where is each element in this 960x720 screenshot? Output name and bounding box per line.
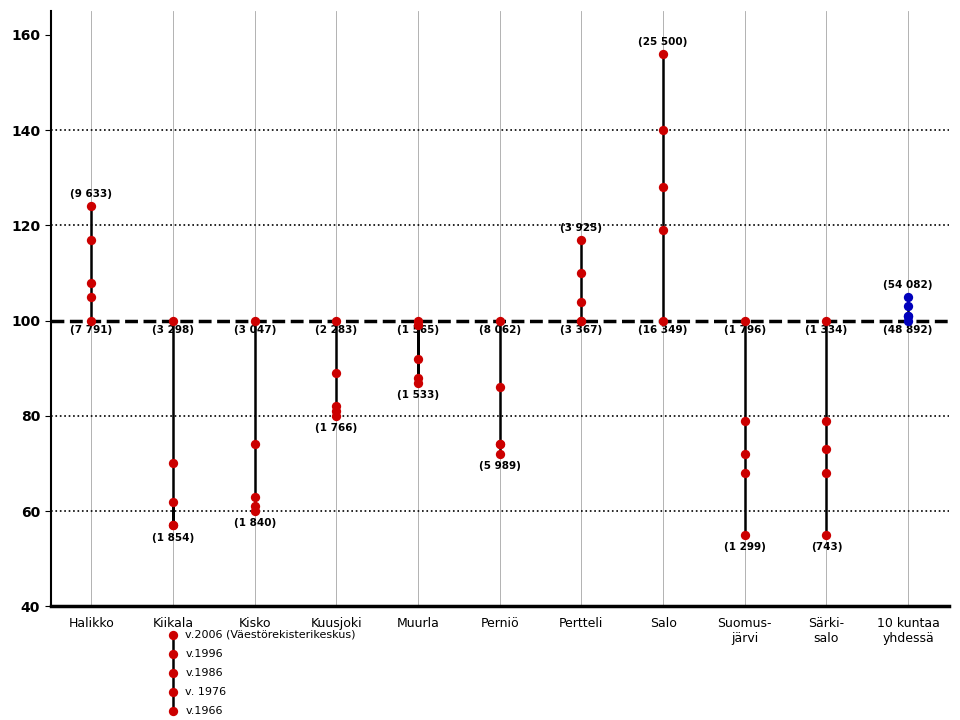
Point xyxy=(737,315,753,326)
Point xyxy=(819,444,834,455)
Point xyxy=(737,448,753,459)
Point xyxy=(574,267,589,279)
Text: (2 283): (2 283) xyxy=(316,325,357,336)
Text: (7 791): (7 791) xyxy=(70,325,112,336)
Point xyxy=(411,320,426,331)
Text: (1 854): (1 854) xyxy=(152,533,194,542)
Text: (1 796): (1 796) xyxy=(724,325,766,336)
Point xyxy=(900,310,916,322)
Point xyxy=(328,367,344,379)
Point xyxy=(411,315,426,326)
Point xyxy=(737,415,753,426)
Point xyxy=(492,438,508,450)
Point xyxy=(492,438,508,450)
Point xyxy=(574,315,589,326)
Point xyxy=(165,520,180,531)
Point xyxy=(656,225,671,236)
Text: (54 082): (54 082) xyxy=(883,279,933,289)
Point xyxy=(492,382,508,393)
Point xyxy=(411,377,426,388)
Point xyxy=(165,520,180,531)
Point xyxy=(819,467,834,479)
Text: (1 565): (1 565) xyxy=(397,325,439,336)
Point xyxy=(247,315,262,326)
Point xyxy=(165,686,180,698)
Point xyxy=(574,234,589,246)
Point xyxy=(656,181,671,193)
Text: (3 047): (3 047) xyxy=(233,325,276,336)
Point xyxy=(656,48,671,60)
Text: (25 500): (25 500) xyxy=(638,37,687,47)
Point xyxy=(84,201,99,212)
Point xyxy=(492,448,508,459)
Point xyxy=(328,315,344,326)
Point xyxy=(247,500,262,512)
Point xyxy=(247,491,262,503)
Text: (5 989): (5 989) xyxy=(479,461,520,471)
Text: (1 299): (1 299) xyxy=(724,542,766,552)
Text: (3 925): (3 925) xyxy=(561,222,603,233)
Text: v.1966: v.1966 xyxy=(185,706,223,716)
Text: (8 062): (8 062) xyxy=(479,325,521,336)
Point xyxy=(492,315,508,326)
Text: (48 892): (48 892) xyxy=(883,325,933,336)
Text: (3 367): (3 367) xyxy=(561,325,603,336)
Point xyxy=(328,410,344,422)
Text: (1 766): (1 766) xyxy=(315,423,357,433)
Point xyxy=(819,415,834,426)
Point xyxy=(900,300,916,312)
Text: (1 334): (1 334) xyxy=(805,325,848,336)
Text: v.1986: v.1986 xyxy=(185,668,223,678)
Point xyxy=(165,706,180,717)
Point xyxy=(574,296,589,307)
Point xyxy=(247,505,262,517)
Text: (9 633): (9 633) xyxy=(70,189,112,199)
Point xyxy=(165,496,180,508)
Point xyxy=(165,458,180,469)
Point xyxy=(656,315,671,326)
Point xyxy=(819,315,834,326)
Point xyxy=(737,467,753,479)
Point xyxy=(328,400,344,412)
Text: (1 840): (1 840) xyxy=(233,518,276,528)
Point xyxy=(900,310,916,322)
Text: v.2006 (Väestörekisterikeskus): v.2006 (Väestörekisterikeskus) xyxy=(185,630,356,640)
Point xyxy=(84,291,99,302)
Point xyxy=(328,405,344,417)
Point xyxy=(247,438,262,450)
Point xyxy=(656,125,671,136)
Text: v.1996: v.1996 xyxy=(185,649,223,659)
Text: (1 533): (1 533) xyxy=(397,390,439,400)
Point xyxy=(165,315,180,326)
Point xyxy=(84,315,99,326)
Point xyxy=(165,667,180,679)
Text: v. 1976: v. 1976 xyxy=(185,687,227,697)
Point xyxy=(411,372,426,384)
Point xyxy=(84,234,99,246)
Text: (16 349): (16 349) xyxy=(638,325,687,336)
Point xyxy=(165,648,180,660)
Point xyxy=(900,315,916,326)
Point xyxy=(574,315,589,326)
Point xyxy=(84,276,99,288)
Text: (3 298): (3 298) xyxy=(152,325,194,336)
Text: (743): (743) xyxy=(810,542,842,552)
Point xyxy=(165,629,180,641)
Point xyxy=(737,529,753,541)
Point xyxy=(411,353,426,364)
Point xyxy=(819,529,834,541)
Point xyxy=(900,291,916,302)
